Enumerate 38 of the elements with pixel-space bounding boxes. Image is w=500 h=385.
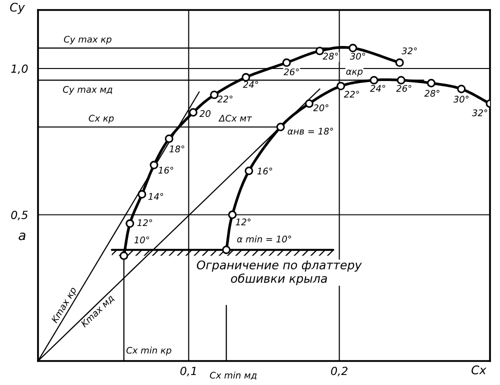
x-axis-title: Cx — [472, 365, 486, 374]
annotation: ΔCx мт — [218, 114, 252, 122]
annotation: 12° — [236, 218, 250, 226]
annotation: 22° — [344, 90, 359, 98]
annotation: 16° — [158, 166, 174, 174]
y-axis-title: Cy — [10, 2, 25, 14]
annotation: 20° — [313, 104, 328, 112]
y-tick-label: 0,5 — [11, 210, 28, 220]
annotation: 30° — [453, 96, 469, 103]
annotation: 22° — [217, 96, 232, 102]
annotation: 20 — [199, 110, 210, 117]
y-tick-label: 1,0 — [11, 64, 28, 74]
annotation: 16° — [257, 168, 272, 174]
annotation: Ограничение по флаттеру обшивки крыла — [196, 260, 362, 286]
annotation: 18° — [170, 145, 184, 152]
annotation: 24° — [370, 84, 386, 92]
annotation: Cx min кр — [126, 346, 172, 356]
annotation: 10° — [134, 236, 150, 244]
annotation: 12° — [137, 219, 152, 226]
annotation: αнв = 18° — [288, 128, 333, 135]
annotation: 28° — [322, 52, 338, 60]
annotation: 14° — [148, 193, 164, 200]
text: а — [18, 232, 26, 240]
x-tick-label: 0,1 — [180, 366, 196, 376]
annotation: α min = 10° — [237, 235, 292, 242]
annotation: Cy max мд — [63, 86, 112, 95]
annotation: 24° — [242, 81, 258, 88]
annotation: 28° — [424, 90, 440, 97]
annotation: Cx min мд — [210, 372, 257, 380]
annotation: 26° — [396, 84, 412, 92]
annotation: 30° — [350, 52, 366, 60]
annotation: Cy max кр — [64, 36, 112, 44]
annotation: 32° — [402, 47, 417, 54]
annotation: 32° — [472, 109, 488, 116]
annotation: Cx кр — [88, 114, 114, 124]
annotation: αкр — [346, 70, 363, 77]
annotation: 26° — [284, 68, 299, 76]
x-tick-label: 0,2 — [331, 366, 348, 376]
